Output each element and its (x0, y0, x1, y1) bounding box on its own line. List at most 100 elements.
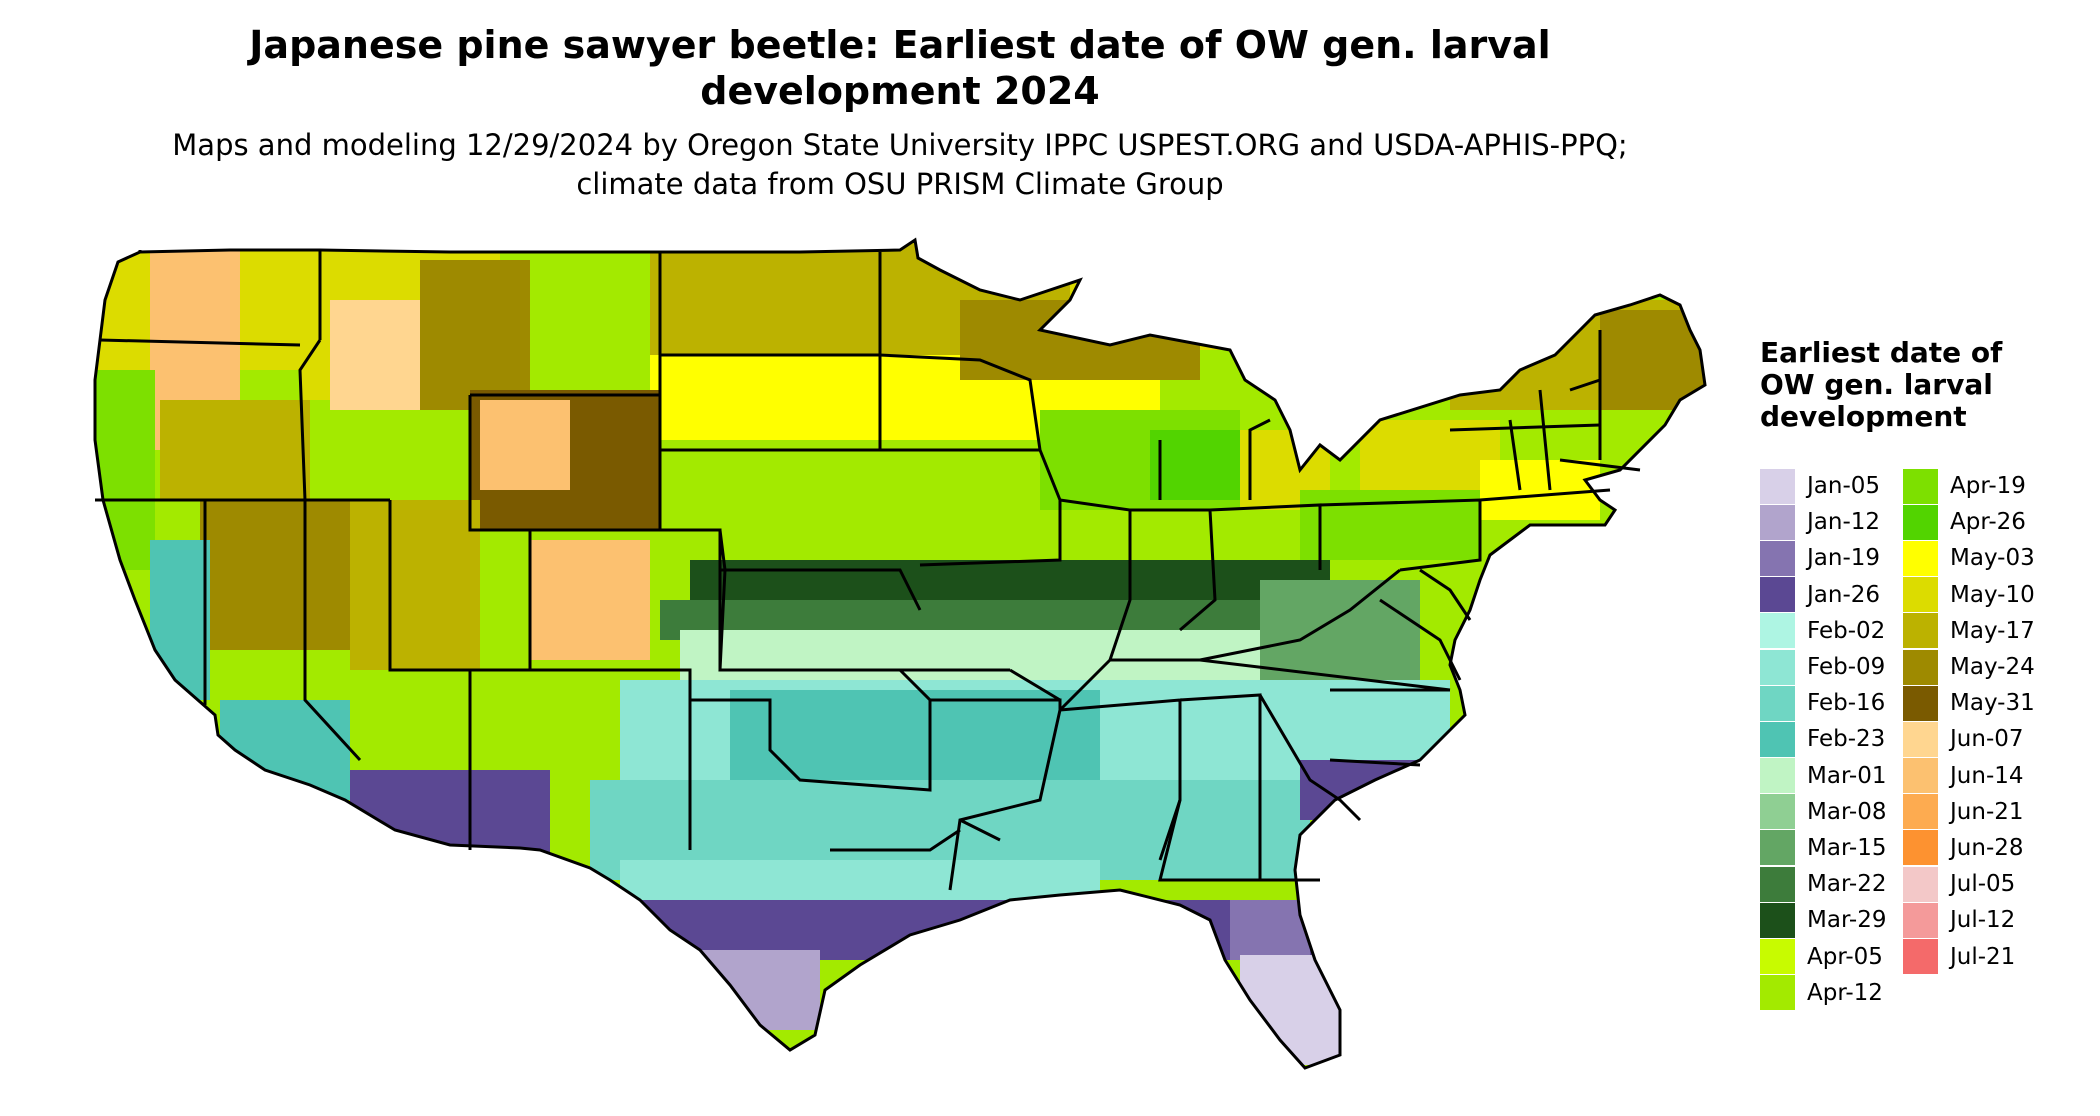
region-fill (220, 700, 350, 800)
legend-label: Jun-07 (1950, 726, 2024, 753)
legend-label: Feb-23 (1807, 726, 1886, 753)
legend-item: Mar-08 (1760, 794, 1887, 830)
legend-item: Feb-02 (1760, 613, 1887, 649)
region-fill (1230, 900, 1310, 960)
legend-swatch (1760, 685, 1795, 721)
legend-item: Jul-05 (1903, 866, 2035, 902)
legend-item: May-24 (1903, 649, 2035, 685)
legend-label: May-17 (1950, 617, 2035, 644)
region-fill (1360, 420, 1500, 490)
legend-swatch (1903, 902, 1938, 938)
legend-swatch (1760, 577, 1795, 613)
legend-item: May-10 (1903, 577, 2035, 613)
legend-label: Apr-12 (1807, 979, 1883, 1006)
map-subtitle: Maps and modeling 12/29/2024 by Oregon S… (172, 128, 1628, 201)
legend-swatch (1760, 613, 1795, 649)
state-border-line (1319, 498, 1482, 767)
legend-item: Jul-12 (1903, 902, 2035, 938)
legend-label: Mar-15 (1807, 834, 1887, 861)
legend-item: Jun-07 (1903, 721, 2035, 757)
legend-label: Jun-21 (1950, 798, 2024, 825)
legend-swatch (1760, 866, 1795, 902)
legend-label: Jun-14 (1950, 762, 2024, 789)
legend-swatch (1903, 649, 1938, 685)
region-fill (420, 260, 530, 410)
state-border-line (718, 529, 1010, 672)
legend-item: Apr-05 (1760, 938, 1887, 975)
region-fill (200, 500, 350, 650)
legend-label: Jan-05 (1807, 473, 1881, 500)
legend-item: May-17 (1903, 613, 2035, 649)
state-border-line (658, 252, 882, 452)
legend-swatch (1903, 504, 1938, 540)
legend-swatch (1903, 866, 1938, 902)
state-borders (93, 238, 1707, 1070)
legend-swatch (1760, 468, 1795, 504)
legend-item: Jan-12 (1760, 504, 1887, 540)
state-border-line (1379, 568, 1472, 681)
legend-item: Jun-14 (1903, 758, 2035, 794)
legend-item: Mar-29 (1760, 902, 1887, 938)
state-border-line (1110, 568, 1451, 692)
legend-label: Jun-28 (1950, 834, 2024, 861)
region-fill (680, 950, 820, 1030)
legend-item: May-03 (1903, 540, 2035, 576)
legend-item: Feb-16 (1760, 685, 1887, 721)
legend-label: Jan-19 (1807, 545, 1881, 572)
legend-label: Jul-05 (1950, 871, 2016, 898)
region-fill (1260, 580, 1420, 690)
legend-swatch (1903, 830, 1938, 866)
legend-label: May-24 (1950, 654, 2035, 681)
legend-swatch (1760, 939, 1795, 975)
region-fill (95, 370, 155, 570)
legend-swatch (1903, 794, 1938, 830)
map-title: Japanese pine sawyer beetle: Earliest da… (249, 23, 1551, 113)
legend-item: Jul-21 (1903, 938, 2035, 975)
legend-swatch (1903, 540, 1938, 576)
legend-item: Jun-28 (1903, 830, 2035, 866)
legend-label: Mar-08 (1807, 798, 1887, 825)
legend-swatch (1760, 794, 1795, 830)
state-border-line (1158, 418, 1271, 500)
legend-label: May-03 (1950, 545, 2035, 572)
legend-label: Feb-02 (1807, 617, 1886, 644)
legend-label: Feb-16 (1807, 690, 1886, 717)
legend-label: Apr-05 (1807, 943, 1883, 970)
legend-label: Jul-21 (1950, 943, 2016, 970)
legend-swatch (1903, 577, 1938, 613)
region-fill (650, 240, 870, 360)
legend-swatch (1760, 902, 1795, 938)
legend-label: Mar-22 (1807, 871, 1887, 898)
legend-swatch (1760, 830, 1795, 866)
legend-label: Mar-29 (1807, 907, 1887, 934)
state-border-line (1479, 330, 1611, 502)
region-fill (650, 355, 1000, 440)
legend-item: Mar-15 (1760, 830, 1887, 866)
legend-item: Feb-09 (1760, 649, 1887, 685)
region-fill (1600, 310, 1705, 410)
legend-swatch (1903, 939, 1938, 975)
legend-item: Apr-26 (1903, 504, 2035, 540)
legend-swatch (1760, 975, 1795, 1011)
legend-column-1: Jan-05 Jan-12 Jan-19 Jan-26 Feb-02 Feb-09 Feb-… (1760, 468, 1887, 1011)
legend-swatch (1760, 540, 1795, 576)
legend-label: Jan-26 (1807, 581, 1881, 608)
state-border-line (1449, 378, 1641, 472)
legend-swatch (1903, 758, 1938, 794)
legend-label: May-31 (1950, 690, 2035, 717)
legend-swatch (1760, 649, 1795, 685)
region-fill (160, 400, 310, 500)
legend-label: May-10 (1950, 581, 2035, 608)
legend-label: Jan-12 (1807, 509, 1881, 536)
legend-item: Feb-23 (1760, 721, 1887, 757)
region-fill (530, 540, 650, 660)
legend-swatch (1903, 613, 1938, 649)
region-fill (350, 500, 480, 670)
legend-label: Jul-12 (1950, 907, 2016, 934)
region-fill (480, 400, 570, 490)
legend-item: Mar-01 (1760, 758, 1887, 794)
legend-swatch (1903, 721, 1938, 757)
legend-swatch (1760, 721, 1795, 757)
legend-item: Jan-19 (1760, 540, 1887, 576)
